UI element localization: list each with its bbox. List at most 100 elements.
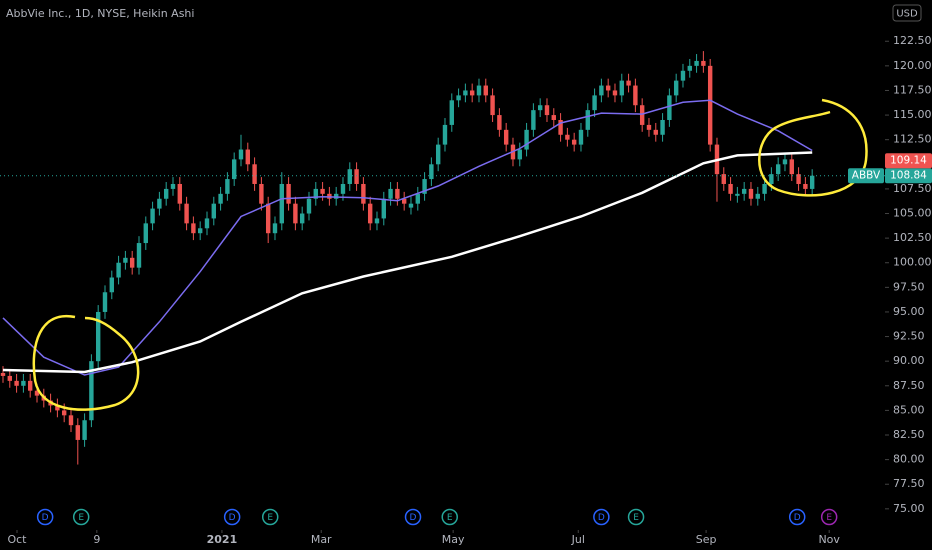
candle-body bbox=[531, 110, 536, 130]
candle-body bbox=[429, 164, 434, 180]
candle-body bbox=[381, 198, 386, 219]
candle-body bbox=[422, 179, 427, 194]
event-marker bbox=[223, 508, 241, 526]
candle-body bbox=[34, 390, 40, 396]
candle-body bbox=[748, 188, 754, 199]
candle-body bbox=[306, 198, 312, 214]
candle-body bbox=[687, 65, 692, 71]
candle-body bbox=[782, 159, 788, 165]
candle-body bbox=[259, 183, 264, 204]
candle-body bbox=[293, 203, 298, 224]
event-marker bbox=[36, 508, 54, 526]
candle-body bbox=[388, 188, 393, 199]
y-tick-label: 85.00 bbox=[893, 403, 925, 416]
y-tick-label: 82.50 bbox=[893, 428, 925, 441]
candle-body bbox=[286, 183, 291, 204]
candle-body bbox=[21, 380, 26, 386]
candle-body bbox=[619, 80, 624, 96]
candle-body bbox=[109, 277, 114, 293]
candle-body bbox=[204, 218, 210, 229]
event-label: D bbox=[410, 513, 417, 523]
candle-body bbox=[809, 175, 815, 189]
candle-body bbox=[592, 95, 597, 111]
candle-body bbox=[633, 85, 638, 106]
x-tick-label: Mar bbox=[311, 533, 332, 546]
candle-body bbox=[599, 85, 604, 96]
currency-box[interactable] bbox=[892, 4, 922, 22]
candle-body bbox=[565, 134, 570, 140]
candle-body bbox=[61, 410, 67, 416]
candle-body bbox=[544, 105, 550, 116]
candle-body bbox=[191, 223, 196, 234]
candle-body bbox=[680, 70, 686, 81]
candle-body bbox=[639, 105, 645, 125]
x-tick-label: May bbox=[442, 533, 465, 546]
price-label: ABBV 108.84 bbox=[848, 168, 932, 184]
candle-body bbox=[435, 144, 441, 165]
event-marker bbox=[593, 508, 610, 526]
x-tick-label: Sep bbox=[696, 533, 717, 546]
candle-body bbox=[694, 60, 699, 66]
candle-body bbox=[503, 129, 509, 145]
candle-body bbox=[157, 198, 162, 209]
y-tick-label: 80.00 bbox=[893, 453, 925, 466]
candle-body bbox=[775, 164, 781, 175]
y-tick-label: 112.50 bbox=[893, 133, 932, 146]
candle-body bbox=[340, 183, 346, 194]
y-tick-label: 90.00 bbox=[893, 354, 925, 367]
candle-body bbox=[769, 174, 774, 184]
y-tick-label: 77.50 bbox=[893, 477, 925, 490]
candle-body bbox=[762, 183, 767, 194]
candle-body bbox=[354, 169, 359, 184]
candle-body bbox=[102, 292, 108, 312]
chart-title: AbbVie Inc., 1D, NYSE, Heikin Ashi bbox=[6, 7, 194, 20]
candle-body bbox=[313, 188, 318, 199]
candle-body bbox=[551, 115, 556, 120]
candle-body bbox=[279, 183, 284, 224]
candle-body bbox=[95, 311, 101, 362]
candle-body bbox=[252, 164, 257, 184]
candle-body bbox=[374, 218, 380, 224]
y-tick-label: 102.50 bbox=[893, 231, 932, 244]
x-tick-label: Oct bbox=[7, 533, 27, 546]
highlight-circle bbox=[758, 98, 868, 197]
candle-body bbox=[55, 405, 60, 411]
candle-body bbox=[667, 95, 672, 120]
event-marker bbox=[788, 508, 806, 526]
candle-body bbox=[129, 257, 135, 268]
event-label: E bbox=[267, 513, 273, 523]
candle-body bbox=[136, 243, 142, 268]
candle-body bbox=[524, 129, 529, 150]
candle-body bbox=[123, 257, 128, 263]
y-tick-label: 105.00 bbox=[893, 207, 932, 220]
candle-body bbox=[7, 375, 12, 381]
price-tag-text: 108.84 bbox=[890, 170, 927, 182]
candle-body bbox=[707, 65, 713, 145]
candle-body bbox=[796, 174, 801, 184]
candle-body bbox=[646, 124, 652, 130]
candle-body bbox=[82, 420, 87, 440]
candle-body bbox=[537, 105, 543, 111]
y-tick-label: 115.00 bbox=[893, 108, 932, 121]
candle-body bbox=[490, 95, 495, 116]
candle-body bbox=[456, 95, 461, 101]
event-marker bbox=[404, 508, 422, 526]
candle-body bbox=[265, 203, 271, 234]
event-marker bbox=[441, 508, 458, 526]
price-tag bbox=[885, 168, 932, 184]
y-tick-label: 117.50 bbox=[893, 83, 932, 96]
candle-body bbox=[442, 124, 448, 145]
y-tick-label: 75.00 bbox=[893, 502, 925, 515]
candle-body bbox=[483, 85, 488, 96]
y-tick-label: 92.50 bbox=[893, 330, 925, 343]
event-label: E bbox=[447, 513, 453, 523]
candle-body bbox=[408, 203, 414, 208]
candle-body bbox=[803, 183, 808, 189]
candle-body bbox=[116, 262, 121, 278]
candle-body bbox=[320, 188, 325, 194]
candle-body bbox=[89, 361, 94, 421]
candle-body bbox=[673, 80, 679, 96]
y-tick-label: 120.00 bbox=[893, 59, 932, 72]
event-marker bbox=[627, 508, 645, 526]
